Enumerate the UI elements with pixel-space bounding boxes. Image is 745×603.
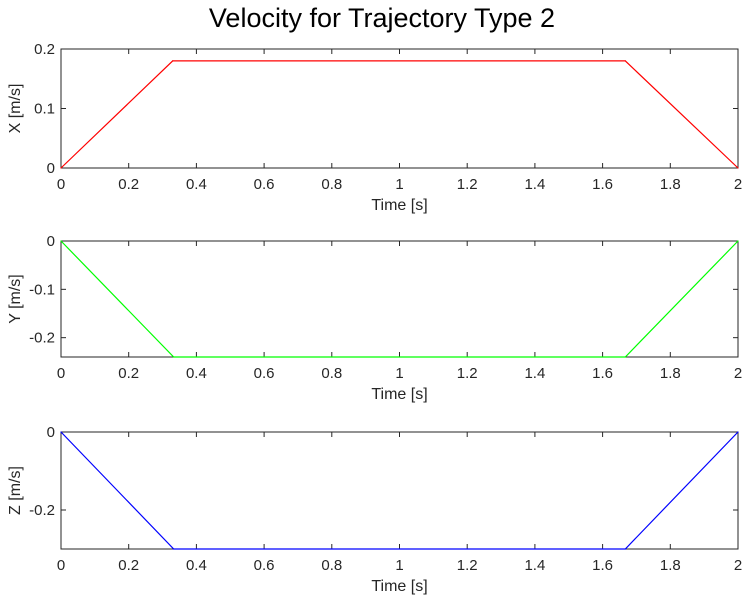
axes-box-z xyxy=(60,431,739,550)
x-tick-label: 2 xyxy=(734,176,742,193)
x-tick-label: 2 xyxy=(734,557,742,574)
x-tick-label: 0.6 xyxy=(254,176,275,193)
x-tick-label: 0 xyxy=(57,557,65,574)
y-tick-label: 0.1 xyxy=(34,101,55,118)
x-tick-label: 0 xyxy=(57,176,65,193)
y-tick-label: -0.1 xyxy=(29,281,55,298)
x-tick-label: 1.4 xyxy=(524,176,545,193)
x-tick-label: 1 xyxy=(395,557,403,574)
velocity-line-y xyxy=(60,240,739,358)
line-vertex-y xyxy=(60,240,62,242)
line-vertex-z xyxy=(624,548,626,550)
x-tick-label: 0.2 xyxy=(118,557,139,574)
y-tick-label: 0.2 xyxy=(34,41,55,58)
x-tick-label: 0.6 xyxy=(254,557,275,574)
line-vertex-x xyxy=(737,167,739,169)
x-tick-label: 1 xyxy=(395,176,403,193)
x-axis-label: Time [s] xyxy=(371,578,427,595)
line-vertex-y xyxy=(737,240,739,242)
x-tick-label: 0.8 xyxy=(321,176,342,193)
x-tick-label: 1.8 xyxy=(660,365,681,382)
y-axis-label: Z [m/s] xyxy=(7,466,24,515)
subplots: 0 0.2 0.4 0.6 0.8 1 1.2 1.4 1.6 1.8 2 0 0.1 0.2 Time [… xyxy=(7,41,742,595)
x-tick-label: 1.2 xyxy=(457,557,478,574)
y-axis-label: Y [m/s] xyxy=(7,274,24,324)
velocity-line-z xyxy=(60,431,739,550)
axes-box-x xyxy=(60,48,739,169)
velocity-line-x xyxy=(60,60,739,169)
line-vertex-x xyxy=(172,60,174,62)
line-vertex-x xyxy=(624,60,626,62)
x-tick-label: 0.2 xyxy=(118,176,139,193)
x-tick-label: 0.8 xyxy=(321,365,342,382)
x-tick-label: 0 xyxy=(57,365,65,382)
subplot-y: 0 0.2 0.4 0.6 0.8 1 1.2 1.4 1.6 1.8 2 -0.2 -0.1 0 Time… xyxy=(7,233,742,403)
x-axis-label: Time [s] xyxy=(371,386,427,403)
x-tick-label: 1.8 xyxy=(660,557,681,574)
x-tick-label: 1.6 xyxy=(592,365,613,382)
x-tick-label: 0.6 xyxy=(254,365,275,382)
y-tick-label: 0 xyxy=(47,424,55,441)
subplot-z: 0 0.2 0.4 0.6 0.8 1 1.2 1.4 1.6 1.8 2 -0.2 0 Time [s]… xyxy=(7,424,742,595)
x-tick-label: 0.2 xyxy=(118,365,139,382)
x-tick-label: 0.4 xyxy=(186,557,207,574)
line-vertex-y xyxy=(173,356,175,358)
line-vertex-z xyxy=(60,431,62,433)
x-tick-label: 1.8 xyxy=(660,176,681,193)
line-vertex-z xyxy=(737,431,739,433)
x-tick-label: 1.2 xyxy=(457,365,478,382)
line-vertex-x xyxy=(60,167,62,169)
y-tick-label: -0.2 xyxy=(29,502,55,519)
x-tick-label: 1.2 xyxy=(457,176,478,193)
x-tick-label: 0.4 xyxy=(186,176,207,193)
x-tick-label: 1.4 xyxy=(524,557,545,574)
line-vertex-y xyxy=(624,356,626,358)
figure-title: Velocity for Trajectory Type 2 xyxy=(209,3,555,33)
x-tick-label: 1.6 xyxy=(592,557,613,574)
axes-box-y xyxy=(60,240,739,358)
x-tick-label: 0.4 xyxy=(186,365,207,382)
line-vertex-z xyxy=(173,548,175,550)
subplot-x: 0 0.2 0.4 0.6 0.8 1 1.2 1.4 1.6 1.8 2 0 0.1 0.2 Time [… xyxy=(7,41,742,214)
x-axis-label: Time [s] xyxy=(371,197,427,214)
y-tick-label: 0 xyxy=(47,160,55,177)
y-axis-label: X [m/s] xyxy=(7,84,24,134)
x-tick-label: 1.6 xyxy=(592,176,613,193)
x-tick-label: 1 xyxy=(395,365,403,382)
y-tick-label: -0.2 xyxy=(29,330,55,347)
y-tick-label: 0 xyxy=(47,233,55,250)
x-tick-label: 1.4 xyxy=(524,365,545,382)
x-tick-label: 0.8 xyxy=(321,557,342,574)
x-tick-label: 2 xyxy=(734,365,742,382)
